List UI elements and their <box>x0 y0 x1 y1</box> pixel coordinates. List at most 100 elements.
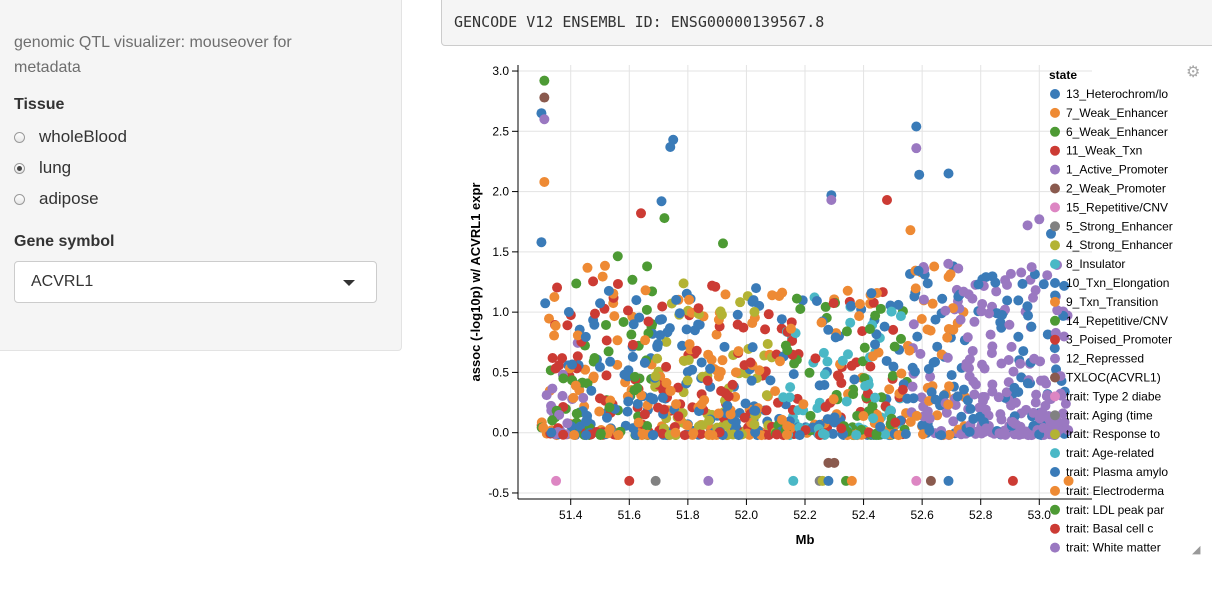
data-point[interactable] <box>944 381 955 392</box>
data-point[interactable] <box>828 394 839 405</box>
data-point[interactable] <box>1049 343 1060 354</box>
legend-label[interactable]: 5_Strong_Enhancer <box>1066 219 1173 233</box>
data-point[interactable] <box>1028 292 1039 303</box>
data-point[interactable] <box>735 297 746 308</box>
data-point[interactable] <box>854 298 865 309</box>
data-point[interactable] <box>826 195 837 206</box>
data-point[interactable] <box>798 399 809 410</box>
data-point[interactable] <box>540 298 551 309</box>
data-point[interactable] <box>1016 267 1027 278</box>
data-point[interactable] <box>550 320 561 331</box>
data-point[interactable] <box>914 169 925 180</box>
data-point[interactable] <box>688 428 699 439</box>
data-point[interactable] <box>746 375 757 386</box>
data-point[interactable] <box>865 361 876 372</box>
legend-label[interactable]: 8_Insulator <box>1066 257 1125 271</box>
data-point[interactable] <box>977 298 988 309</box>
data-point[interactable] <box>996 309 1007 320</box>
data-point[interactable] <box>589 308 600 319</box>
data-point[interactable] <box>911 143 922 154</box>
data-point[interactable] <box>628 319 639 330</box>
data-point[interactable] <box>836 423 847 434</box>
data-point[interactable] <box>546 427 557 438</box>
legend-marker[interactable] <box>1050 221 1060 232</box>
data-point[interactable] <box>580 416 591 427</box>
data-point[interactable] <box>778 392 789 403</box>
data-point[interactable] <box>673 382 684 393</box>
data-point[interactable] <box>762 338 773 349</box>
legend-label[interactable]: trait: Response to <box>1066 427 1160 441</box>
data-point[interactable] <box>661 377 672 388</box>
data-point[interactable] <box>985 329 996 340</box>
data-point[interactable] <box>870 392 881 403</box>
data-point[interactable] <box>1013 331 1024 342</box>
legend-label[interactable]: trait: Age-related <box>1066 446 1154 460</box>
data-point[interactable] <box>942 352 953 363</box>
legend-label[interactable]: 1_Active_Promoter <box>1066 163 1168 177</box>
data-point[interactable] <box>905 225 916 236</box>
data-point[interactable] <box>911 121 922 132</box>
data-point[interactable] <box>1017 278 1028 289</box>
data-point[interactable] <box>925 325 936 336</box>
data-point[interactable] <box>1058 408 1069 419</box>
data-point[interactable] <box>893 299 904 310</box>
data-point[interactable] <box>671 294 682 305</box>
data-point[interactable] <box>691 345 702 356</box>
data-point[interactable] <box>996 414 1007 425</box>
data-point[interactable] <box>1030 285 1041 296</box>
data-point[interactable] <box>739 412 750 423</box>
data-point[interactable] <box>612 278 623 289</box>
data-point[interactable] <box>955 314 966 325</box>
data-point[interactable] <box>944 429 955 440</box>
data-point[interactable] <box>937 293 948 304</box>
data-point[interactable] <box>659 213 670 224</box>
data-point[interactable] <box>727 379 738 390</box>
data-point[interactable] <box>996 358 1007 369</box>
data-point[interactable] <box>568 392 579 403</box>
data-point[interactable] <box>851 429 862 440</box>
data-point[interactable] <box>657 314 668 325</box>
data-point[interactable] <box>913 265 924 276</box>
data-point[interactable] <box>595 298 606 309</box>
data-point[interactable] <box>539 92 550 103</box>
data-point[interactable] <box>1052 305 1063 316</box>
data-point[interactable] <box>558 429 569 440</box>
data-point[interactable] <box>980 272 991 283</box>
data-point[interactable] <box>889 341 900 352</box>
data-point[interactable] <box>595 428 606 439</box>
legend-label[interactable]: trait: Aging (time <box>1066 408 1153 422</box>
data-point[interactable] <box>817 428 828 439</box>
data-point[interactable] <box>642 261 653 272</box>
data-point[interactable] <box>588 276 599 287</box>
data-point[interactable] <box>895 311 906 322</box>
data-point[interactable] <box>916 313 927 324</box>
data-point[interactable] <box>655 330 666 341</box>
data-point[interactable] <box>895 333 906 344</box>
data-point[interactable] <box>908 319 919 330</box>
legend-marker[interactable] <box>1050 372 1060 383</box>
data-point[interactable] <box>682 375 693 386</box>
data-point[interactable] <box>677 340 688 351</box>
data-point[interactable] <box>976 428 987 439</box>
data-point[interactable] <box>1022 220 1033 231</box>
data-point[interactable] <box>859 342 870 353</box>
data-point[interactable] <box>652 353 663 364</box>
legend-marker[interactable] <box>1050 164 1060 175</box>
data-point[interactable] <box>1002 295 1013 306</box>
data-point[interactable] <box>641 304 652 315</box>
data-point[interactable] <box>1038 279 1049 290</box>
data-point[interactable] <box>820 301 831 312</box>
data-point[interactable] <box>842 285 853 296</box>
data-point[interactable] <box>723 391 734 402</box>
data-point[interactable] <box>1030 397 1041 408</box>
legend-label[interactable]: 10_Txn_Elongation <box>1066 276 1169 290</box>
data-point[interactable] <box>770 386 781 397</box>
legend-marker[interactable] <box>1050 202 1060 213</box>
data-point[interactable] <box>841 326 852 337</box>
data-point[interactable] <box>842 349 853 360</box>
data-point[interactable] <box>657 301 668 312</box>
data-point[interactable] <box>600 319 611 330</box>
data-point[interactable] <box>962 395 973 406</box>
data-point[interactable] <box>604 424 615 435</box>
legend-label[interactable]: 9_Txn_Transition <box>1066 295 1158 309</box>
